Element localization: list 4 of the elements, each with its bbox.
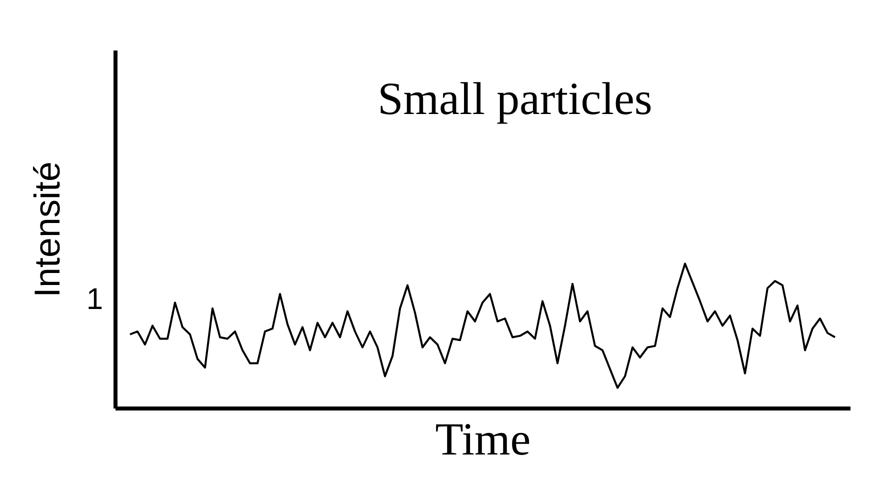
y-axis-title: Intensité <box>26 161 68 298</box>
chart-title: Small particles <box>378 73 652 124</box>
text: 1 <box>86 283 103 316</box>
x-axis-title: Time <box>435 414 531 464</box>
